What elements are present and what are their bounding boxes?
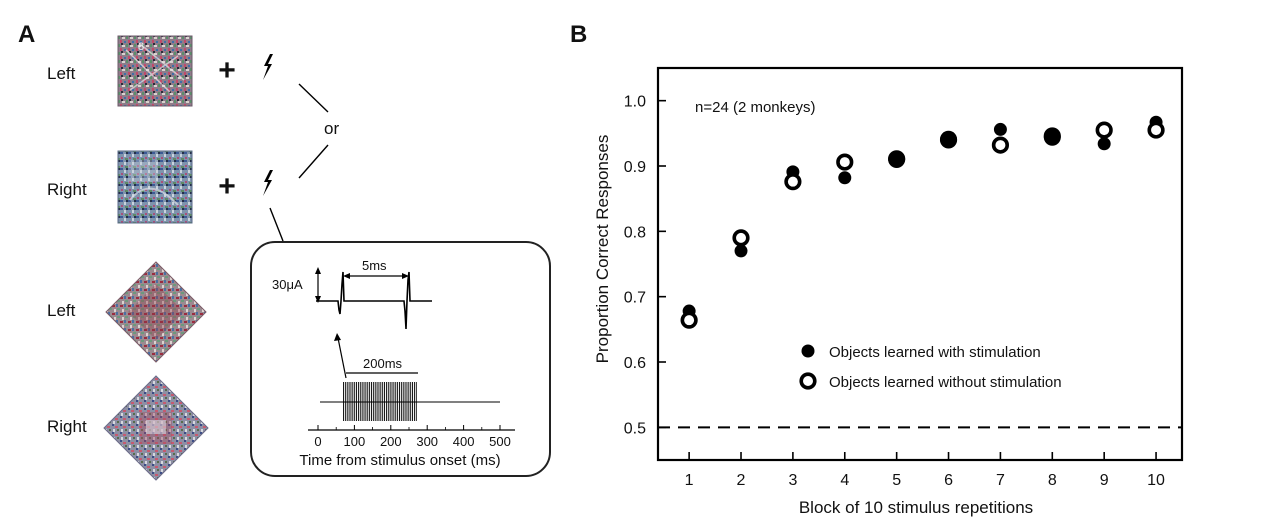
x-tick-label: 8	[1048, 472, 1057, 489]
or-text: or	[324, 119, 339, 138]
lightning-bolt-icon	[263, 54, 273, 80]
x-axis-ticks: 1 2 3 4 5 6 7 8 9 10	[685, 452, 1165, 489]
panel-a: A Left Right Left Right 8 + +	[18, 21, 551, 481]
y-tick-label: 1.0	[624, 94, 646, 111]
legend-label-stim: Objects learned with stimulation	[829, 344, 1041, 361]
y-tick-label: 0.9	[624, 159, 646, 176]
panel-a-label: A	[18, 21, 35, 48]
x-tick-label: 1	[685, 472, 694, 489]
panel-b-label: B	[570, 21, 587, 48]
y-tick-label: 0.7	[624, 290, 646, 307]
data-point-overlap	[888, 150, 906, 168]
row-label-left-1: Left	[47, 64, 76, 83]
time-axis-ticks: 0 100 200 300 400 500	[314, 425, 511, 449]
data-point-with-stimulation	[838, 171, 852, 185]
object-image-3	[105, 261, 207, 363]
object-image-1: 8	[117, 35, 193, 107]
n-annotation: n=24 (2 monkeys)	[695, 99, 815, 116]
y-tick-label: 0.6	[624, 355, 646, 372]
lightning-bolt-icon	[263, 170, 273, 196]
or-line-bottom	[298, 144, 329, 179]
interval-label: 5ms	[362, 258, 387, 273]
time-tick-label: 500	[489, 434, 511, 449]
pulse-train	[343, 382, 417, 421]
data-point-without-stimulation	[1147, 121, 1165, 139]
legend: Objects learned with stimulation Objects…	[799, 344, 1062, 391]
x-axis-label: Block of 10 stimulus repetitions	[799, 498, 1033, 517]
legend-label-nostim: Objects learned without stimulation	[829, 374, 1062, 391]
series-without-stimulation	[680, 121, 1165, 329]
row-label-left-2: Left	[47, 301, 76, 320]
data-point-without-stimulation	[1095, 121, 1113, 139]
x-tick-label: 6	[944, 472, 953, 489]
data-point-without-stimulation	[991, 136, 1010, 154]
x-tick-label: 2	[737, 472, 746, 489]
amplitude-label: 30μA	[272, 277, 303, 292]
x-tick-label: 9	[1100, 472, 1109, 489]
time-tick-label: 0	[314, 434, 321, 449]
series-with-stimulation	[682, 115, 1163, 318]
time-axis-label: Time from stimulus onset (ms)	[299, 452, 500, 469]
plus-sign-1: +	[218, 54, 236, 87]
legend-open-marker	[799, 372, 817, 390]
train-label: 200ms	[363, 356, 403, 371]
stimulation-inset: 30μA 5ms 200ms 0 100 200 300 400 500 Time fro…	[250, 241, 551, 477]
y-tick-label: 0.8	[624, 224, 646, 241]
panel-b: B 0.5 0.6 0.7 0.8 0.9 1.0 1 2 3 4 5 6 7 8 9 10 n=24 (2…	[570, 21, 1184, 517]
data-point-without-stimulation	[732, 229, 750, 247]
data-point-with-stimulation	[734, 244, 748, 258]
x-tick-label: 4	[840, 472, 849, 489]
object-image-4	[103, 375, 209, 481]
x-tick-label: 7	[996, 472, 1005, 489]
row-label-right-1: Right	[47, 180, 87, 199]
x-tick-label: 3	[788, 472, 797, 489]
y-tick-label: 0.5	[624, 420, 646, 437]
data-point-without-stimulation	[836, 153, 854, 171]
svg-text:8: 8	[138, 41, 144, 53]
plus-sign-2: +	[218, 170, 236, 203]
or-line-top	[298, 83, 329, 113]
data-point-without-stimulation	[784, 173, 802, 191]
time-tick-label: 200	[380, 434, 402, 449]
x-tick-label: 5	[892, 472, 901, 489]
data-point-overlap	[1043, 128, 1061, 146]
y-axis-ticks: 0.5 0.6 0.7 0.8 0.9 1.0	[624, 94, 666, 437]
data-point-with-stimulation	[993, 122, 1007, 136]
time-tick-label: 100	[344, 434, 366, 449]
time-tick-label: 300	[416, 434, 438, 449]
row-label-right-2: Right	[47, 417, 87, 436]
callout-line	[269, 207, 284, 242]
data-point-with-stimulation	[1097, 137, 1111, 151]
time-tick-label: 400	[453, 434, 475, 449]
legend-filled-marker	[801, 344, 815, 358]
data-point-without-stimulation	[680, 311, 698, 329]
y-axis-label: Proportion Correct Responses	[593, 135, 612, 364]
plot-frame	[656, 66, 1184, 462]
data-point-overlap	[940, 130, 958, 148]
object-image-2	[117, 150, 193, 224]
x-tick-label: 10	[1147, 472, 1165, 489]
